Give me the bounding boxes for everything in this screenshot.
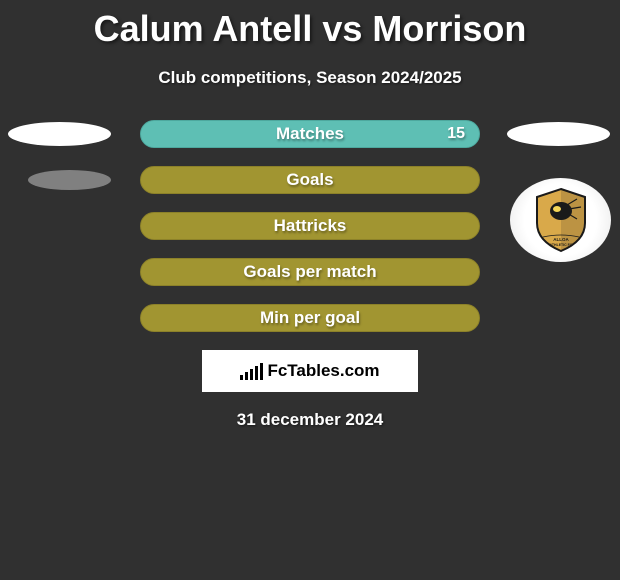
svg-text:ALLOA: ALLOA (553, 237, 569, 242)
promo-brand: FcTables.com (267, 361, 379, 381)
svg-text:ATHLETIC FC: ATHLETIC FC (549, 243, 572, 247)
bars-icon (240, 362, 263, 380)
stat-row-goals-per-match: Goals per match (0, 258, 620, 286)
left-ellipse-goals (28, 170, 111, 190)
shield-icon: ALLOA ATHLETIC FC (533, 187, 589, 253)
page-subtitle: Club competitions, Season 2024/2025 (0, 68, 620, 88)
stat-pill-goals: Goals (140, 166, 480, 194)
page-title: Calum Antell vs Morrison (0, 0, 620, 50)
left-ellipse-matches (8, 122, 111, 146)
stat-pill-hattricks: Hattricks (140, 212, 480, 240)
stat-pill-matches: Matches 15 (140, 120, 480, 148)
stat-label: Goals (286, 170, 333, 190)
stat-pill-goals-per-match: Goals per match (140, 258, 480, 286)
stat-label: Goals per match (243, 262, 376, 282)
club-badge: ALLOA ATHLETIC FC (510, 178, 611, 262)
stat-row-matches: Matches 15 (0, 120, 620, 148)
stat-label: Hattricks (274, 216, 347, 236)
promo-content: FcTables.com (240, 361, 379, 381)
stat-label: Min per goal (260, 308, 360, 328)
stat-label: Matches (276, 124, 344, 144)
right-ellipse-matches (507, 122, 610, 146)
stat-value-right: 15 (447, 125, 465, 143)
date-text: 31 december 2024 (0, 410, 620, 430)
stat-row-min-per-goal: Min per goal (0, 304, 620, 332)
stat-pill-min-per-goal: Min per goal (140, 304, 480, 332)
promo-box: FcTables.com (202, 350, 418, 392)
